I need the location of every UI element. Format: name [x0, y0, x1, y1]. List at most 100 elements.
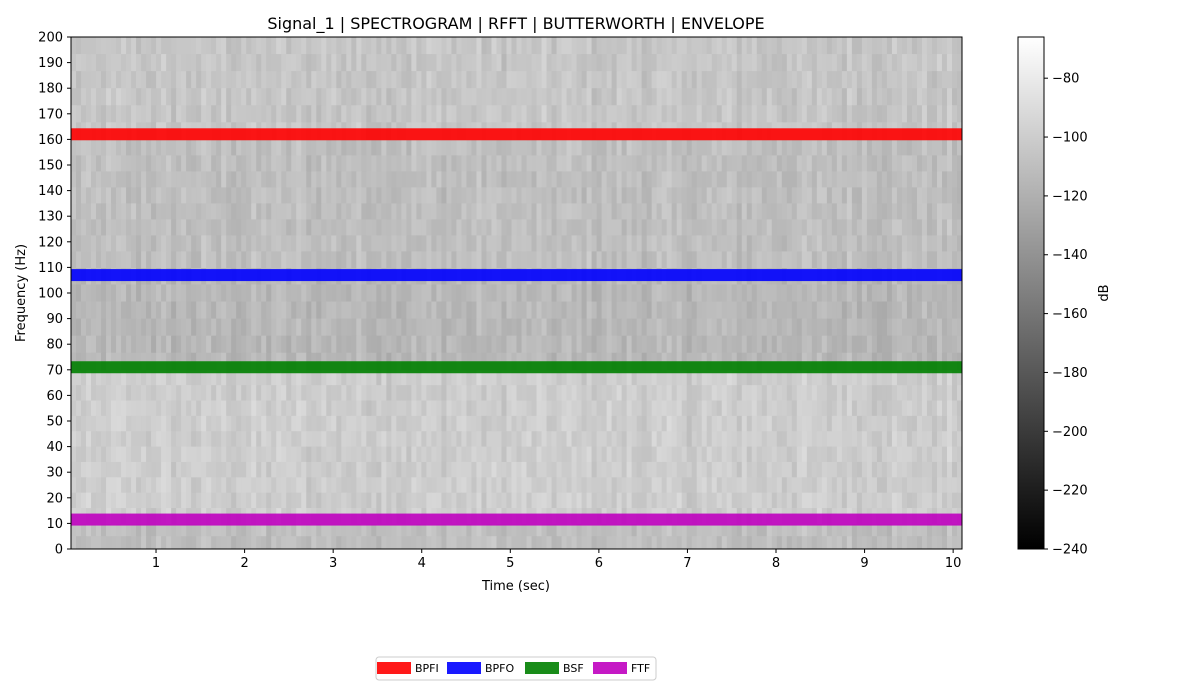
- heatmap-cell: [346, 284, 352, 303]
- heatmap-cell: [346, 477, 352, 494]
- heatmap-cell: [136, 369, 142, 386]
- heatmap-cell: [401, 335, 407, 354]
- heatmap-cell: [376, 431, 382, 448]
- heatmap-cell: [671, 431, 678, 448]
- heatmap-cell: [261, 400, 267, 417]
- heatmap-cell: [876, 400, 883, 417]
- heatmap-cell: [551, 477, 558, 494]
- heatmap-cell: [476, 318, 483, 337]
- heatmap-cell: [536, 301, 543, 320]
- heatmap-cell: [626, 492, 633, 509]
- heatmap-cell: [426, 301, 433, 320]
- heatmap-cell: [296, 155, 302, 172]
- heatmap-cell: [801, 235, 808, 252]
- heatmap-cell: [536, 523, 543, 537]
- heatmap-cell: [361, 155, 367, 172]
- heatmap-cell: [111, 219, 117, 236]
- heatmap-cell: [696, 301, 703, 320]
- heatmap-cell: [591, 318, 598, 337]
- heatmap-cell: [561, 523, 568, 537]
- heatmap-cell: [751, 446, 758, 463]
- heatmap-cell: [196, 431, 202, 448]
- heatmap-cell: [466, 187, 473, 204]
- heatmap-cell: [926, 536, 933, 549]
- heatmap-cell: [186, 37, 192, 55]
- heatmap-cell: [951, 385, 958, 402]
- heatmap-cell: [501, 461, 508, 478]
- heatmap-cell: [781, 369, 788, 386]
- heatmap-cell: [731, 385, 738, 402]
- heatmap-cell: [431, 461, 438, 478]
- heatmap-cell: [446, 171, 453, 188]
- heatmap-cell: [881, 37, 888, 55]
- heatmap-cell: [941, 415, 948, 432]
- heatmap-cell: [356, 385, 362, 402]
- heatmap-cell: [486, 37, 493, 55]
- heatmap-cell: [151, 318, 157, 337]
- heatmap-cell: [396, 400, 402, 417]
- heatmap-cell: [431, 284, 438, 303]
- heatmap-cell: [371, 400, 377, 417]
- heatmap-cell: [586, 415, 593, 432]
- heatmap-cell: [306, 318, 312, 337]
- heatmap-cell: [466, 171, 473, 188]
- heatmap-cell: [811, 369, 818, 386]
- heatmap-cell: [741, 536, 748, 549]
- heatmap-cell: [881, 431, 888, 448]
- heatmap-cell: [481, 54, 488, 72]
- heatmap-cell: [76, 54, 82, 72]
- heatmap-cell: [436, 37, 443, 55]
- heatmap-cell: [846, 187, 853, 204]
- heatmap-cell: [456, 203, 463, 220]
- heatmap-cell: [76, 71, 82, 89]
- heatmap-cell: [421, 139, 427, 156]
- heatmap-cell: [801, 536, 808, 549]
- heatmap-cell: [786, 171, 793, 188]
- heatmap-cell: [386, 139, 392, 156]
- heatmap-cell: [531, 219, 538, 236]
- heatmap-cell: [391, 431, 397, 448]
- heatmap-cell: [331, 139, 337, 156]
- heatmap-cell: [836, 139, 843, 156]
- heatmap-cell: [716, 400, 723, 417]
- heatmap-cell: [551, 139, 558, 156]
- heatmap-cell: [151, 400, 157, 417]
- heatmap-cell: [626, 523, 633, 537]
- heatmap-cell: [216, 171, 222, 188]
- heatmap-cell: [181, 155, 187, 172]
- heatmap-cell: [431, 477, 438, 494]
- heatmap-cell: [146, 187, 152, 204]
- heatmap-cell: [441, 203, 448, 220]
- heatmap-cell: [421, 219, 427, 236]
- heatmap-cell: [236, 235, 242, 252]
- heatmap-cell: [196, 446, 202, 463]
- heatmap-cell: [796, 54, 803, 72]
- heatmap-cell: [471, 446, 478, 463]
- heatmap-cell: [91, 187, 97, 204]
- heatmap-cell: [196, 492, 202, 509]
- heatmap-cell: [116, 54, 122, 72]
- heatmap-cell: [296, 477, 302, 494]
- heatmap-cell: [761, 369, 768, 386]
- heatmap-cell: [406, 335, 412, 354]
- heatmap-cell: [876, 187, 883, 204]
- heatmap-cell: [536, 187, 543, 204]
- heatmap-cell: [116, 203, 122, 220]
- heatmap-cell: [556, 187, 563, 204]
- heatmap-cell: [341, 492, 347, 509]
- heatmap-cell: [141, 235, 147, 252]
- heatmap-cell: [566, 37, 573, 55]
- heatmap-cell: [241, 203, 247, 220]
- heatmap-cell: [246, 139, 252, 156]
- heatmap-cell: [446, 461, 453, 478]
- heatmap-cell: [151, 251, 157, 268]
- heatmap-cell: [406, 301, 412, 320]
- heatmap-cell: [871, 139, 878, 156]
- heatmap-cell: [936, 187, 943, 204]
- heatmap-cell: [671, 369, 678, 386]
- heatmap-cell: [726, 492, 733, 509]
- heatmap-cell: [81, 71, 87, 89]
- heatmap-cell: [166, 301, 172, 320]
- heatmap-cell: [401, 251, 407, 268]
- heatmap-cell: [116, 369, 122, 386]
